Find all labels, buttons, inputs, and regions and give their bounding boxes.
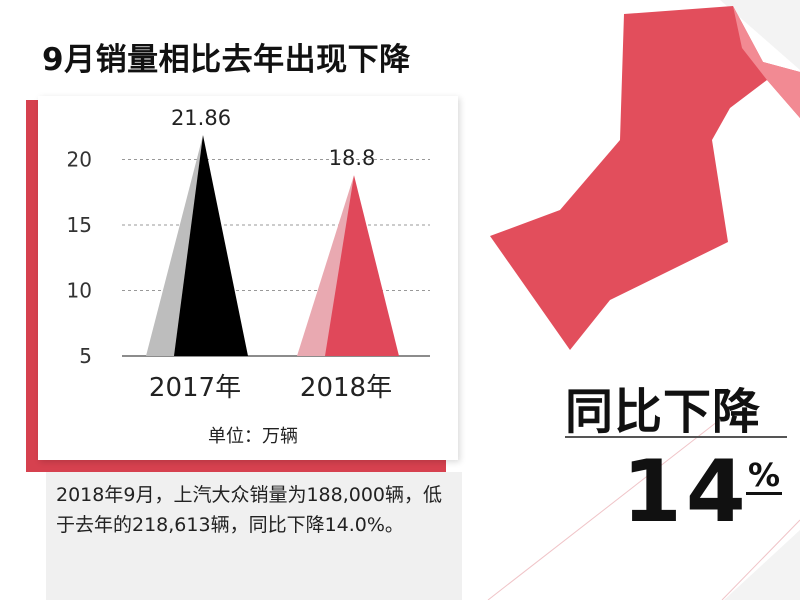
decor-line-2 — [721, 519, 800, 600]
y-tick-label: 15 — [67, 213, 92, 237]
yoy-percent-sign: % — [746, 456, 783, 495]
down-arrow-icon — [490, 6, 800, 350]
yoy-divider — [565, 436, 787, 438]
yoy-label: 同比下降 — [565, 384, 762, 440]
x-tick-label: 2018年 — [300, 373, 392, 403]
decor-line-1 — [487, 417, 723, 600]
data-label: 21.86 — [171, 106, 231, 130]
bar-1 — [325, 175, 399, 356]
y-tick-label: 5 — [79, 344, 92, 368]
chart-card — [38, 96, 458, 460]
description-box — [46, 472, 462, 600]
down-arrow-highlight — [733, 6, 800, 118]
unit-label: 单位：万辆 — [208, 426, 298, 447]
y-tick-label: 10 — [67, 279, 92, 303]
x-tick-label: 2017年 — [149, 373, 241, 403]
data-label: 18.8 — [329, 146, 376, 170]
yoy-value: 14 — [622, 442, 750, 542]
bar-chart: 5 10 15 20 21.86 2017年 18.8 2018年 — [67, 106, 430, 403]
y-tick-label: 20 — [67, 148, 92, 172]
labels-layer: 5 10 15 20 21.86 2017年 18.8 2018年 — [67, 106, 393, 403]
description-text: 2018年9月，上汽大众销量为188,000辆，低于去年的218,613辆，同比… — [56, 484, 443, 536]
page-title: 9月销量相比去年出现下降 — [42, 42, 411, 78]
bar-0 — [174, 135, 248, 356]
bottom-right-fold — [724, 530, 800, 600]
top-right-fold — [720, 0, 800, 70]
